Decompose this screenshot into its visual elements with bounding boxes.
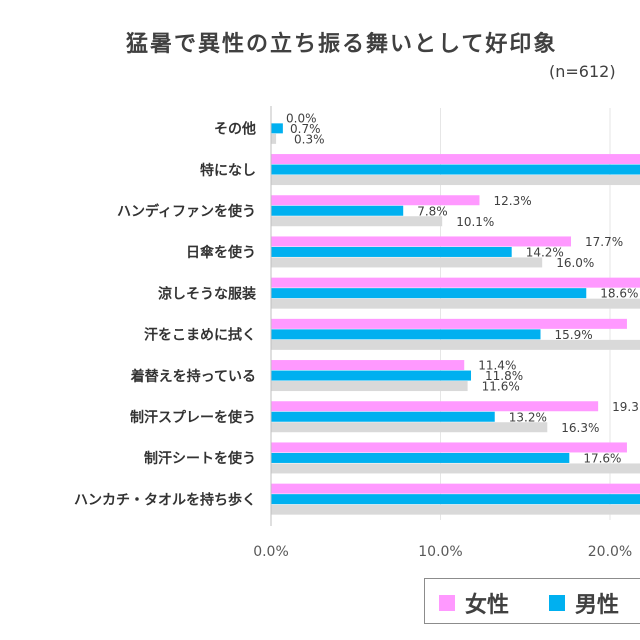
- x-tick-label-2: 20.0%: [588, 544, 632, 560]
- bar-female-7: [271, 401, 599, 412]
- legend-label-female: 女性: [465, 593, 510, 618]
- x-tick-label-1: 10.0%: [418, 544, 462, 560]
- bar-overall-4: [271, 298, 640, 309]
- bar-male-0: [271, 123, 283, 134]
- category-label-9: ハンカチ・タオルを持ち歩く: [74, 491, 256, 508]
- category-label-8: 制汗シートを使う: [144, 450, 256, 467]
- bar-male-1: [271, 164, 640, 175]
- data-label-female-0: 0.0%: [286, 111, 317, 125]
- data-label-female-6: 11.4%: [478, 359, 516, 373]
- data-label-male-8: 17.6%: [583, 451, 621, 465]
- bar-female-6: [271, 360, 465, 371]
- bar-overall-1: [271, 175, 640, 186]
- bar-male-3: [271, 246, 512, 257]
- legend-item-female: 女性: [439, 587, 509, 619]
- data-label-overall-7: 16.3%: [561, 421, 599, 435]
- category-label-0: その他: [214, 121, 256, 138]
- data-label-overall-6: 11.6%: [482, 380, 520, 394]
- bar-female-2: [271, 195, 480, 206]
- data-label-male-7: 13.2%: [509, 410, 547, 424]
- bar-male-7: [271, 411, 495, 422]
- bar-female-8: [271, 442, 627, 453]
- bar-female-1: [271, 154, 640, 165]
- bar-female-9: [271, 483, 640, 494]
- data-label-male-6: 11.8%: [485, 369, 523, 383]
- legend-swatch-male: [549, 595, 565, 611]
- data-label-female-3: 17.7%: [585, 235, 623, 249]
- bar-female-3: [271, 236, 572, 247]
- bar-male-2: [271, 205, 404, 216]
- bar-male-5: [271, 329, 541, 340]
- data-label-male-3: 14.2%: [526, 245, 564, 259]
- bar-overall-8: [271, 463, 640, 474]
- category-label-5: 汗をこまめに拭く: [144, 327, 256, 344]
- data-label-male-2: 7.8%: [417, 204, 448, 218]
- bar-male-8: [271, 452, 570, 463]
- x-tick-label-0: 0.0%: [253, 544, 289, 560]
- bar-female-5: [271, 318, 627, 329]
- legend: 女性 男性: [424, 578, 640, 624]
- category-label-7: 制汗スプレーを使う: [130, 409, 256, 426]
- bar-female-4: [271, 277, 640, 288]
- data-label-overall-2: 10.1%: [456, 215, 494, 229]
- category-label-3: 日傘を使う: [186, 244, 256, 261]
- data-label-female-2: 12.3%: [493, 194, 531, 208]
- chart-title: 猛暑で異性の立ち振る舞いとして好印象: [126, 32, 558, 57]
- bar-overall-0: [271, 133, 277, 144]
- data-label-overall-0: 0.3%: [294, 132, 325, 146]
- category-label-1: 特になし: [200, 162, 256, 179]
- chart-subtitle: (n=612): [549, 62, 616, 81]
- bar-male-6: [271, 370, 472, 381]
- bar-overall-3: [271, 257, 543, 268]
- bar-overall-6: [271, 381, 468, 392]
- bar-male-4: [271, 288, 587, 299]
- legend-swatch-female: [439, 595, 455, 611]
- data-label-female-7: 19.3: [612, 400, 639, 414]
- data-label-male-4: 18.6%: [600, 287, 638, 301]
- legend-label-male: 男性: [575, 593, 620, 618]
- bar-overall-2: [271, 216, 443, 227]
- bar-overall-9: [271, 504, 640, 515]
- data-label-overall-3: 16.0%: [556, 256, 594, 270]
- bar-male-9: [271, 494, 640, 505]
- legend-item-male: 男性: [549, 587, 619, 619]
- bar-overall-7: [271, 422, 548, 433]
- category-label-2: ハンディファンを使う: [117, 203, 256, 220]
- data-label-male-5: 15.9%: [555, 328, 593, 342]
- bar-overall-5: [271, 339, 640, 350]
- category-label-4: 涼しそうな服装: [158, 285, 257, 302]
- category-label-6: 着替えを持っている: [130, 368, 256, 385]
- data-label-male-0: 0.7%: [290, 122, 321, 136]
